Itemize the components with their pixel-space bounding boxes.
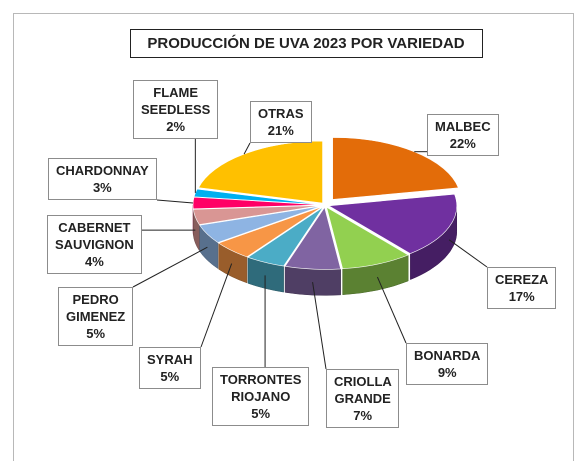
data-label: PEDRO GIMENEZ 5% xyxy=(58,287,134,346)
slice xyxy=(192,196,322,210)
slice xyxy=(326,206,409,270)
slice xyxy=(327,193,458,254)
label-category: CEREZA xyxy=(495,272,549,287)
data-label: SYRAH 5% xyxy=(139,347,201,389)
label-category: TORRONTES RIOJANO xyxy=(220,372,302,404)
label-category: CHARDONNAY xyxy=(56,163,149,178)
slice xyxy=(284,206,342,270)
label-category: FLAME SEEDLESS xyxy=(141,85,211,117)
leader-line xyxy=(156,199,194,204)
label-category: PEDRO GIMENEZ xyxy=(66,292,126,324)
title-box xyxy=(130,29,483,58)
label-value: 3% xyxy=(92,180,112,195)
slice xyxy=(192,205,322,225)
label-value: 5% xyxy=(86,326,106,341)
leader-line xyxy=(132,246,208,288)
leader-line xyxy=(200,263,233,348)
slice xyxy=(332,137,459,200)
data-label: TORRONTES RIOJANO 5% xyxy=(212,367,310,426)
label-category: BONARDA xyxy=(414,348,481,363)
leader-line xyxy=(312,282,327,370)
label-category: OTRAS xyxy=(258,106,304,121)
data-label: FLAME SEEDLESS 2% xyxy=(133,80,219,139)
slice-side xyxy=(284,266,341,296)
leader-line xyxy=(448,239,488,268)
data-label: CHARDONNAY 3% xyxy=(48,158,157,200)
label-value: 21% xyxy=(267,123,294,138)
label-value: 22% xyxy=(449,136,476,151)
leader-line xyxy=(243,142,251,155)
data-label: MALBEC 22% xyxy=(427,114,499,156)
label-value: 5% xyxy=(251,406,271,421)
leader-line xyxy=(376,276,407,344)
data-label: CRIOLLA GRANDE 7% xyxy=(326,369,400,428)
label-value: 5% xyxy=(160,369,180,384)
slice xyxy=(247,206,324,267)
label-category: CRIOLLA GRANDE xyxy=(334,374,392,406)
label-value: 2% xyxy=(166,119,186,134)
data-label: CABERNET SAUVIGNON 4% xyxy=(47,215,142,274)
data-label: OTRAS 21% xyxy=(250,101,312,143)
data-label: CEREZA 17% xyxy=(487,267,557,309)
slice xyxy=(199,205,322,243)
chart-title: PRODUCCIÓN DE UVA 2023 POR VARIEDAD xyxy=(147,34,464,52)
label-value: 7% xyxy=(353,408,373,423)
label-category: MALBEC xyxy=(435,119,491,134)
slice xyxy=(193,188,322,205)
label-value: 17% xyxy=(508,289,535,304)
label-category: CABERNET SAUVIGNON xyxy=(55,220,134,252)
label-value: 4% xyxy=(84,254,104,269)
label-category: SYRAH xyxy=(147,352,193,367)
slice-tops xyxy=(192,137,459,270)
label-value: 9% xyxy=(437,365,457,380)
data-label: BONARDA 9% xyxy=(406,343,489,385)
slice xyxy=(217,206,323,258)
